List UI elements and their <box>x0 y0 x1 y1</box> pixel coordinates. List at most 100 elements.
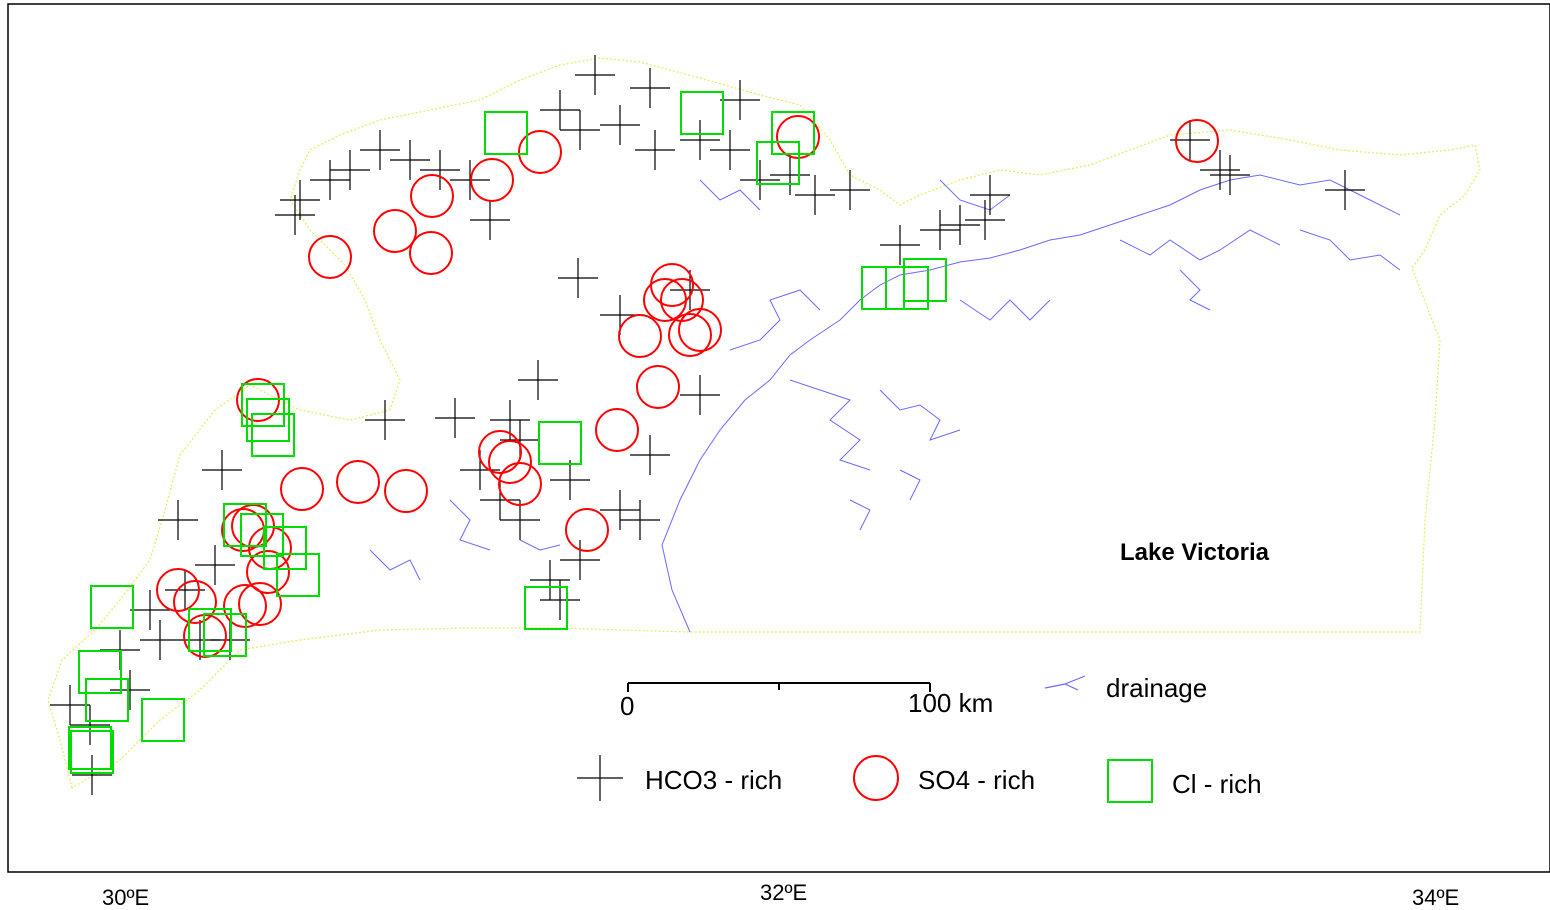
legend-hco3-label: HCO3 - rich <box>645 765 782 795</box>
cl-sample-marker <box>524 586 568 630</box>
hco3-sample-marker <box>365 400 405 440</box>
hco3-sample-marker <box>390 140 430 180</box>
hco3-sample-marker <box>770 155 810 195</box>
cl-sample-marker <box>240 513 284 557</box>
cl-sample-marker <box>241 383 285 427</box>
so4-sample-marker <box>308 235 352 279</box>
so4-sample-marker <box>678 308 722 352</box>
hco3-sample-marker <box>110 670 150 710</box>
so4-sample-marker <box>478 430 522 474</box>
so4-sample-marker <box>373 209 417 253</box>
hco3-sample-marker <box>558 258 598 298</box>
square-marker-icon <box>1107 759 1153 803</box>
so4-markers <box>156 115 1219 658</box>
cl-sample-marker <box>680 91 724 135</box>
so4-sample-marker <box>498 462 542 506</box>
hco3-sample-marker <box>635 130 675 170</box>
drainage-line-icon <box>1044 675 1086 691</box>
so4-sample-marker <box>246 550 290 594</box>
x-axis-tick-32e: 32ºE <box>760 880 807 905</box>
cl-sample-marker <box>276 553 320 597</box>
cl-sample-marker <box>203 613 247 657</box>
so4-sample-marker <box>384 469 428 513</box>
legend-so4: SO4 - rich <box>853 755 1035 801</box>
hco3-sample-marker <box>360 130 400 170</box>
so4-sample-marker <box>336 460 380 504</box>
so4-sample-marker <box>643 278 687 322</box>
hco3-sample-marker <box>830 170 870 210</box>
hco3-sample-marker <box>720 80 760 120</box>
hco3-sample-marker <box>795 175 835 215</box>
hco3-sample-marker <box>530 560 570 600</box>
hco3-sample-marker <box>1325 170 1365 210</box>
hco3-sample-marker <box>560 110 600 150</box>
hco3-sample-marker <box>330 150 370 190</box>
hco3-sample-marker <box>310 160 350 200</box>
cl-sample-marker <box>903 258 947 302</box>
so4-sample-marker <box>156 568 200 612</box>
hco3-sample-marker <box>560 540 600 580</box>
hco3-sample-marker <box>740 160 780 200</box>
cl-sample-marker <box>141 698 185 742</box>
hco3-sample-marker <box>630 435 670 475</box>
hco3-sample-marker <box>1200 150 1240 190</box>
hco3-sample-marker <box>600 105 640 145</box>
hco3-sample-marker <box>50 685 90 725</box>
hco3-sample-marker <box>420 150 460 190</box>
hco3-sample-marker <box>710 130 750 170</box>
drainage-network <box>369 174 1401 633</box>
x-axis-tick-34e: 34ºE <box>1412 885 1459 910</box>
so4-sample-marker <box>173 580 217 624</box>
hco3-sample-marker <box>880 225 920 265</box>
cl-sample-marker <box>70 730 114 774</box>
cl-sample-marker <box>885 266 929 310</box>
legend-cl-label: Cl - rich <box>1172 769 1262 799</box>
so4-sample-marker <box>488 440 532 484</box>
cl-sample-marker <box>771 111 815 155</box>
legend-so4-label: SO4 - rich <box>918 765 1035 795</box>
hco3-sample-marker <box>70 705 110 745</box>
hco3-sample-marker <box>680 375 720 415</box>
hco3-sample-marker <box>72 755 112 795</box>
so4-sample-marker <box>595 408 639 452</box>
scale-bar-end-label: 100 km <box>908 688 993 718</box>
so4-sample-marker <box>238 582 282 626</box>
cl-sample-marker <box>78 650 122 694</box>
legend-drainage-label: drainage <box>1106 673 1207 703</box>
hco3-sample-marker <box>575 55 615 95</box>
cl-sample-marker <box>90 585 134 629</box>
lake-victoria-label: Lake Victoria <box>1120 539 1270 566</box>
study-area-boundary <box>47 57 1481 789</box>
x-axis-tick-30e: 30ºE <box>102 885 149 910</box>
hco3-sample-marker <box>500 500 540 540</box>
hco3-sample-marker <box>600 490 640 530</box>
hco3-sample-marker <box>158 500 198 540</box>
hco3-sample-marker <box>470 200 510 240</box>
legend-cl: Cl - rich <box>1107 759 1262 803</box>
hco3-sample-marker <box>540 90 580 130</box>
scale-bar: 0 100 km <box>620 682 993 721</box>
hco3-sample-marker <box>630 68 670 108</box>
legend-drainage: drainage <box>1044 673 1207 703</box>
hco3-sample-marker <box>620 500 660 540</box>
hco3-sample-marker <box>550 460 590 500</box>
hco3-sample-marker <box>965 200 1005 240</box>
hco3-sample-marker <box>680 120 720 160</box>
hco3-sample-marker <box>140 620 180 660</box>
hco3-sample-marker <box>940 205 980 245</box>
cl-sample-marker <box>85 678 129 722</box>
circle-marker-icon <box>853 755 899 801</box>
scale-bar-start-label: 0 <box>620 691 634 721</box>
map-frame-border <box>7 3 1550 873</box>
cross-marker-icon <box>577 755 623 801</box>
cl-sample-marker <box>756 141 800 185</box>
cl-sample-marker <box>251 413 295 457</box>
so4-sample-marker <box>636 365 680 409</box>
hco3-sample-marker <box>920 210 960 250</box>
cl-sample-marker <box>263 526 307 570</box>
so4-sample-marker <box>1175 119 1219 163</box>
so4-sample-marker <box>470 158 514 202</box>
so4-sample-marker <box>565 508 609 552</box>
hco3-sample-marker <box>195 545 235 585</box>
